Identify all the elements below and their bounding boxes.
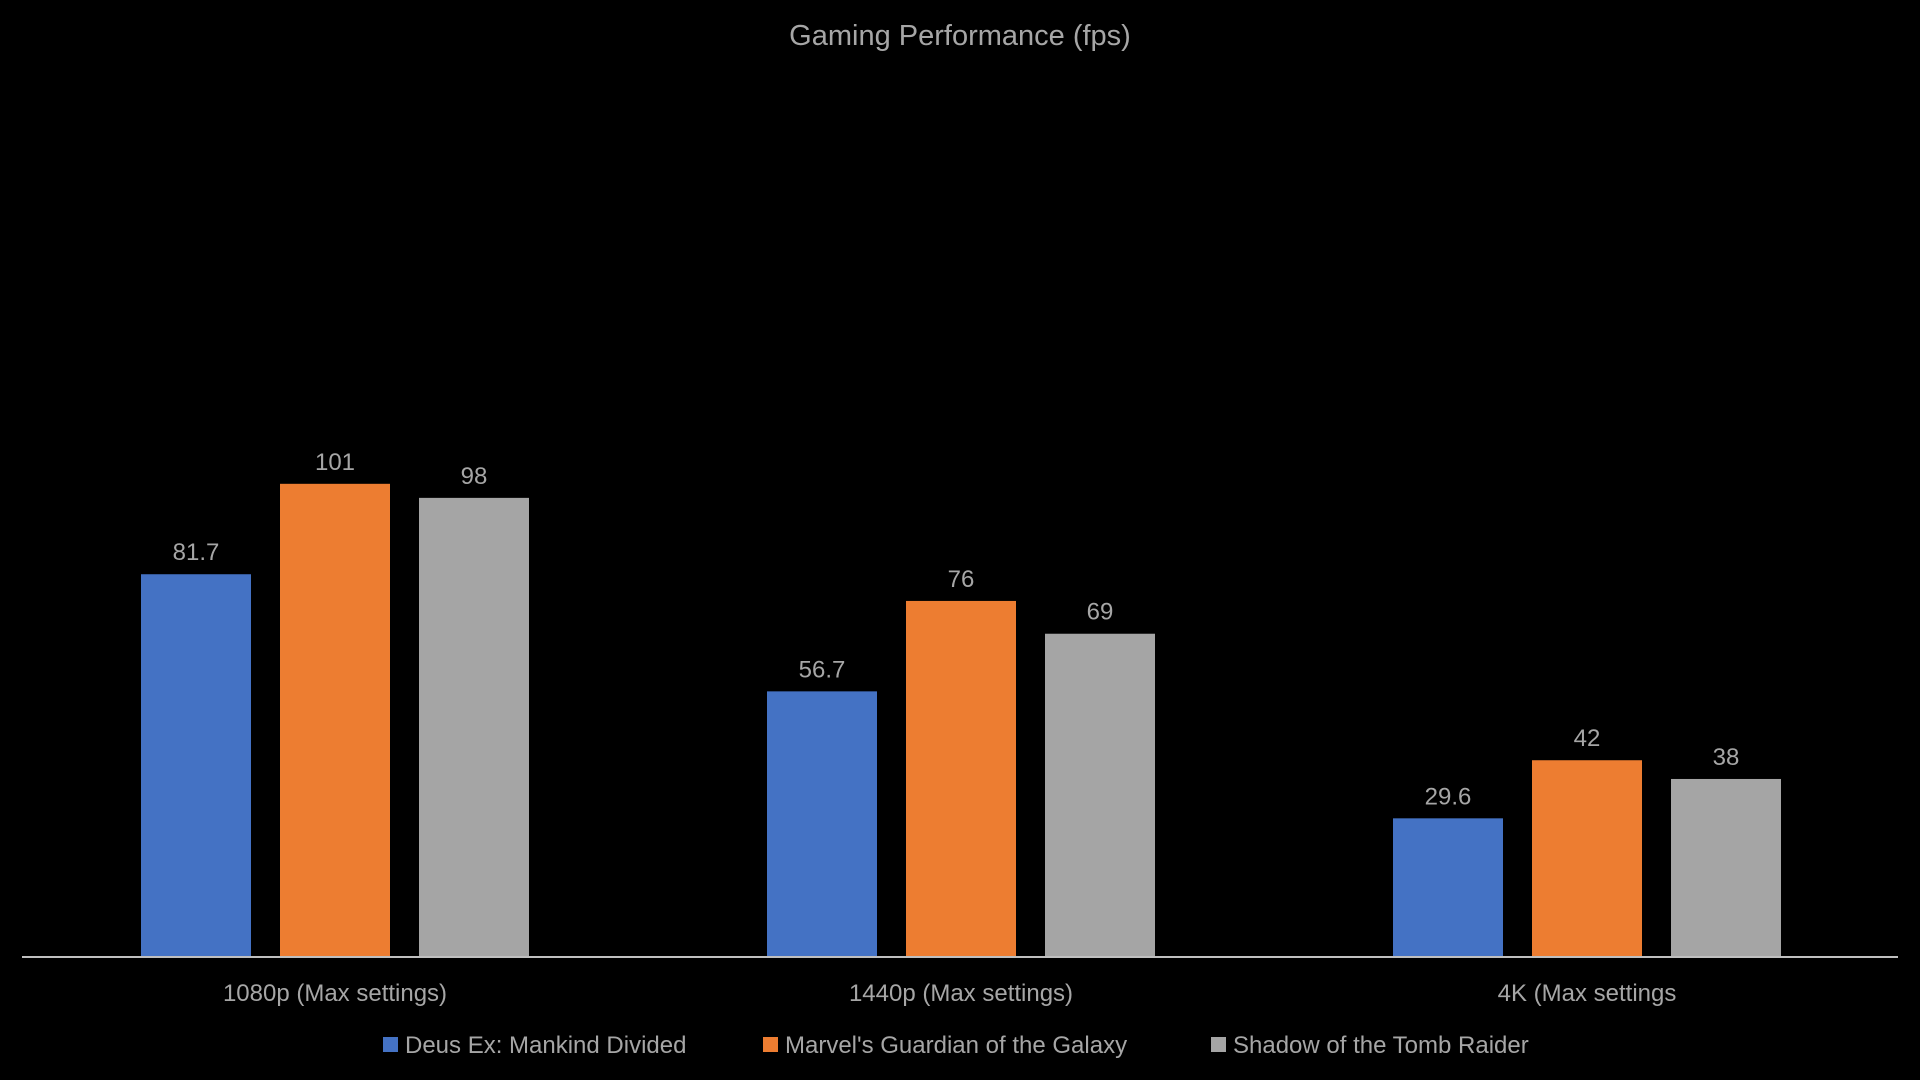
data-label: 56.7 [799, 656, 846, 683]
legend-swatch [383, 1037, 398, 1052]
category-labels-layer: 1080p (Max settings) 1440p (Max settings)… [223, 980, 1676, 1007]
bar [767, 691, 877, 957]
chart-title: Gaming Performance (fps) [789, 20, 1131, 52]
data-label: 76 [948, 566, 975, 593]
legend: Deus Ex: Mankind Divided Marvel's Guardia… [383, 1032, 1529, 1059]
data-label: 69 [1087, 599, 1114, 626]
category-label: 4K (Max settings [1498, 980, 1677, 1007]
bar [141, 574, 251, 957]
data-label: 38 [1713, 744, 1740, 771]
legend-label: Shadow of the Tomb Raider [1233, 1032, 1529, 1059]
legend-item: Marvel's Guardian of the Galaxy [763, 1032, 1127, 1059]
bars-layer [141, 483, 1781, 957]
data-label: 101 [315, 449, 355, 476]
data-label: 81.7 [173, 539, 220, 566]
legend-swatch [1211, 1037, 1226, 1052]
bar [1671, 778, 1781, 957]
data-label: 98 [461, 463, 488, 490]
data-label: 29.6 [1425, 783, 1472, 810]
bar [419, 497, 529, 957]
bar [1045, 633, 1155, 957]
legend-item: Deus Ex: Mankind Divided [383, 1032, 686, 1059]
legend-item: Shadow of the Tomb Raider [1211, 1032, 1529, 1059]
category-label: 1440p (Max settings) [849, 980, 1073, 1007]
bar [1532, 760, 1642, 957]
legend-swatch [763, 1037, 778, 1052]
legend-label: Deus Ex: Mankind Divided [405, 1032, 686, 1059]
data-labels-layer: 81.7 101 98 56.7 76 69 29.6 42 38 [173, 449, 1740, 811]
category-label: 1080p (Max settings) [223, 980, 447, 1007]
legend-label: Marvel's Guardian of the Galaxy [785, 1032, 1127, 1059]
bar [906, 600, 1016, 957]
bar [280, 483, 390, 957]
data-label: 42 [1574, 725, 1601, 752]
bar [1393, 818, 1503, 957]
